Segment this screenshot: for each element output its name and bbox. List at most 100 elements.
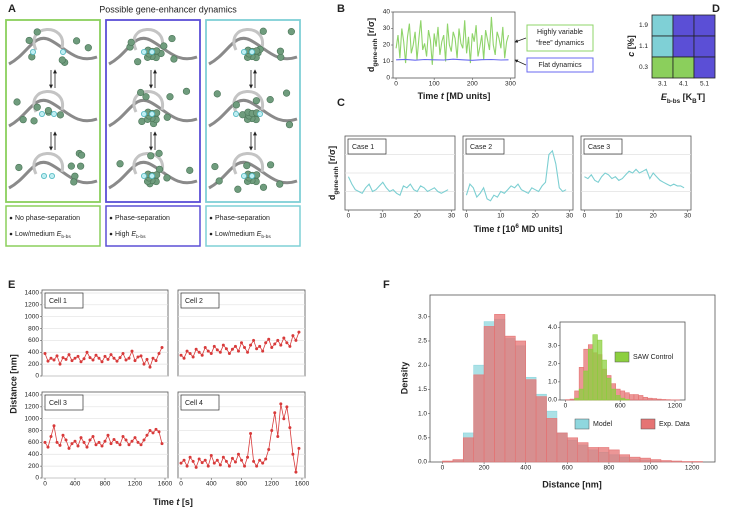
x-axis-label: Time t [MD units] [418,91,491,101]
binder [259,27,267,35]
y-tick-label: 0 [35,475,39,482]
y-tick-label: 1200 [25,302,40,309]
data-point [139,354,143,358]
label-part: t [176,497,180,507]
gene [29,49,36,56]
x-tick-label: 600 [562,465,573,472]
notes-box [205,205,301,247]
data-point [246,350,250,354]
label-part: 6 [515,223,519,230]
x-axis-label: Time t [s] [153,497,193,507]
x-tick-label: 200 [479,465,490,472]
panel-label: F [383,279,390,291]
data-point [82,440,86,444]
hist-bar [556,432,568,463]
hist-bar [514,340,526,463]
chromatin [8,160,98,190]
hist-bar [606,377,612,401]
binder [71,172,79,180]
data-point [270,429,274,433]
binder [186,166,194,174]
subplot-title-box [180,394,220,411]
x-tick-label: 1200 [668,403,683,410]
subplot-title: Case 2 [470,144,492,151]
note: Low/medium Eb-bs [15,231,71,240]
heatmap-cell [672,35,695,58]
data-point [230,456,234,460]
data-point [291,452,295,456]
chromatin-loop [132,152,164,175]
binder [215,177,223,185]
data-point [185,349,189,353]
data-point [297,330,301,334]
data-point [91,358,95,362]
data-point [215,458,219,462]
binder [243,162,251,170]
hist-bar [624,399,630,401]
legend-swatch [574,418,590,430]
note: Phase-separation [215,215,270,222]
note: Low/medium Eb-bs [215,231,271,240]
data-point [154,427,158,431]
binder [127,38,135,46]
enhancer [148,49,155,56]
y-tick-label: 1000 [25,415,40,422]
data-point [85,350,89,354]
data-point [91,434,95,438]
data-line [395,16,510,65]
y-axis-label: Density [399,362,409,395]
data-point [215,348,219,352]
y-tick-label: 1400 [25,392,40,399]
data-point [142,362,146,366]
data-point [112,356,116,360]
x-tick-label: 1600 [295,481,310,488]
data-point [233,460,237,464]
data-point [224,347,228,351]
data-point [94,353,98,357]
y-tick-label: 40 [383,9,391,16]
data-point [179,461,183,465]
label-part: High [115,231,131,238]
x-tick-label: 0 [179,481,183,488]
data-point [55,440,59,444]
binder [163,113,171,121]
x-tick-label: 20 [532,213,540,220]
x-tick-label: 400 [520,465,531,472]
data-point [264,341,268,345]
x-tick-label: 800 [236,481,247,488]
y-axis-label: dgene-enh [r/σ] [366,18,379,72]
data-point [145,433,149,437]
data-point [43,351,47,355]
data-point [276,338,280,342]
binder [147,152,155,160]
data-point [212,344,216,348]
gene [232,111,239,118]
binder [266,161,275,169]
hist-bar [619,397,626,401]
y-tick-label: 800 [28,427,39,434]
binder [155,165,164,173]
data-point [285,405,289,409]
hist-bar [629,456,641,463]
label-part: t [497,224,501,234]
y-tick-label: 1.1 [639,43,648,50]
binder [282,89,291,97]
y-tick-label: 1.5 [418,386,427,393]
y-tick-label: 30 [383,25,391,32]
binder [155,149,163,157]
data-point [206,349,210,353]
x-tick-label: 400 [70,481,81,488]
x-tick-label: 0 [441,465,445,472]
enhancer [148,172,155,179]
y-tick-label: 0.5 [418,435,427,442]
label-part: Time [153,497,176,507]
y-axis-label: Distance [nm] [8,354,18,414]
data-line [396,58,509,61]
gene [240,49,247,56]
data-point [79,436,83,440]
y-tick-label: 200 [28,361,39,368]
hist-bar [592,334,598,401]
chromatin [208,98,298,128]
data-point [49,434,53,438]
data-point [73,356,77,360]
